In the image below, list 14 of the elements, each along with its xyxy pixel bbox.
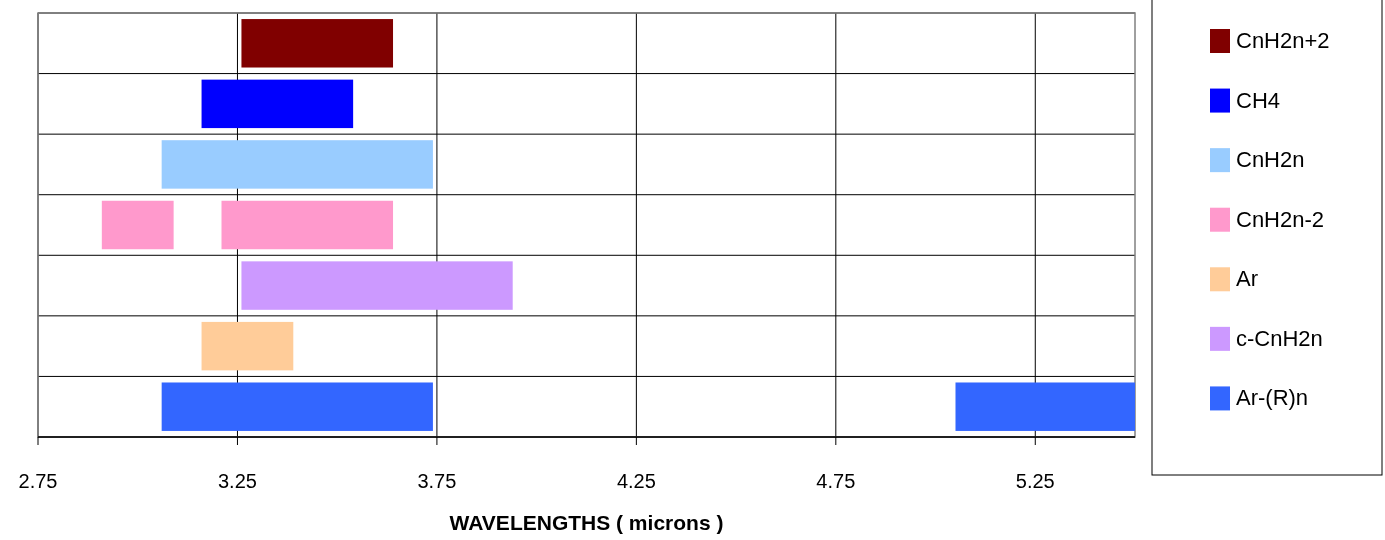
legend-label: CnH2n+2 xyxy=(1236,28,1330,53)
x-tick-label: 4.75 xyxy=(816,470,856,492)
x-tick-label: 3.75 xyxy=(417,470,457,492)
x-tick-label: 3.25 xyxy=(217,470,257,492)
legend-label: Ar xyxy=(1236,266,1258,292)
legend-label: c-CnH2n xyxy=(1236,325,1323,351)
x-tick-label: 2.75 xyxy=(18,470,58,492)
legend-label: CnH2n-2 xyxy=(1236,206,1325,232)
legend-label: CH4 xyxy=(1236,87,1281,113)
legend-label: Ar-(R)n xyxy=(1236,385,1309,411)
legend-label: CnH2n xyxy=(1236,147,1305,173)
x-tick-label: 5.25 xyxy=(1015,470,1055,492)
x-axis-title: WAVELENGTHS ( microns ) xyxy=(449,511,724,534)
x-tick-label: 4.25 xyxy=(616,470,656,492)
